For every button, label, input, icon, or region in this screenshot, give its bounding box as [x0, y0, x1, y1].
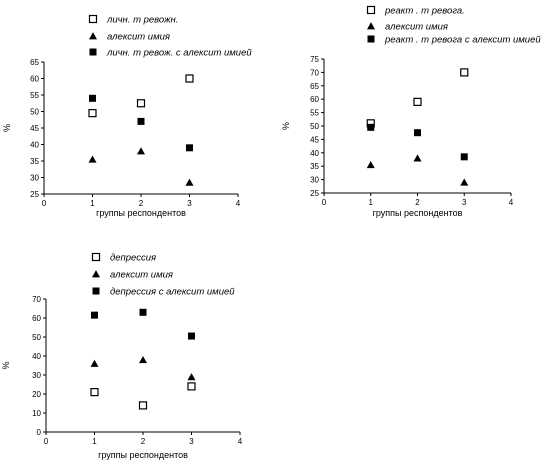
x-axis-label: группы респондентов [98, 450, 188, 460]
legend-marker [91, 252, 101, 262]
x-tick-label: 1 [369, 198, 374, 207]
y-tick-label: 40 [32, 352, 41, 361]
data-point [139, 308, 147, 316]
data-point [186, 144, 193, 152]
legend-marker [89, 48, 97, 56]
data-point [366, 161, 375, 169]
legend-label: личн. т ревожн. [106, 15, 178, 26]
legend-label: алексит имия [385, 22, 448, 33]
x-tick-label: 0 [44, 437, 49, 446]
y-tick-label: 30 [30, 174, 39, 183]
legend-marker [92, 287, 100, 295]
x-tick-label: 2 [415, 198, 420, 207]
x-axis-label: группы респондентов [96, 208, 186, 218]
data-point [137, 147, 145, 155]
x-tick-label: 2 [141, 437, 146, 446]
data-point [185, 74, 194, 83]
x-tick-label: 2 [139, 199, 144, 208]
y-tick-label: 0 [37, 428, 42, 437]
x-tick-label: 0 [322, 198, 327, 207]
data-point [137, 117, 145, 125]
chart-1: 25 30 35 40 45 50 55 60 65 0 1 2 3 4 группы респондент… [2, 15, 252, 219]
y-tick-label: 30 [32, 371, 41, 380]
data-point [185, 178, 194, 186]
y-axis-label: % [1, 361, 11, 369]
legend-label: алексит имия [107, 32, 170, 43]
data-point [460, 68, 469, 77]
data-point [414, 129, 421, 137]
x-tick-label: 1 [90, 199, 95, 208]
data-point [367, 123, 375, 131]
chart-3: 0 10 20 30 40 50 60 70 0 1 2 3 4 группы респондентов%… [1, 253, 243, 461]
legend-label: реакт . т ревога. [384, 6, 465, 17]
y-tick-label: 65 [30, 58, 39, 67]
data-point [88, 109, 97, 118]
y-tick-label: 25 [30, 190, 39, 199]
y-tick-label: 40 [310, 149, 319, 158]
data-point [460, 153, 468, 161]
y-tick-label: 50 [310, 122, 319, 131]
x-tick-label: 3 [189, 437, 194, 446]
legend-label: депрессия [110, 253, 156, 264]
y-tick-label: 50 [32, 333, 41, 342]
legend-marker [366, 5, 376, 15]
y-tick-label: 30 [310, 176, 319, 185]
data-point [188, 332, 195, 340]
y-tick-label: 35 [30, 157, 39, 166]
legend-label: депрессия с алексит имией [110, 287, 235, 298]
data-point [139, 355, 147, 364]
y-axis-label: % [281, 122, 291, 130]
data-point [90, 359, 99, 367]
x-tick-label: 3 [462, 198, 467, 207]
data-point [89, 94, 96, 102]
legend-marker [89, 32, 97, 40]
x-axis-label: группы респондентов [373, 208, 463, 218]
y-tick-label: 75 [310, 55, 319, 64]
y-tick-label: 70 [310, 68, 319, 77]
y-tick-label: 60 [30, 75, 39, 84]
legend-marker [367, 22, 375, 30]
chart-2: 25 30 35 40 45 50 55 60 65 70 75 0 1 2 3 4 группы респон… [281, 6, 541, 219]
y-tick-label: 60 [310, 95, 319, 104]
x-tick-label: 3 [187, 199, 192, 208]
y-tick-label: 60 [32, 314, 41, 323]
data-point [90, 388, 99, 397]
y-tick-label: 25 [310, 189, 319, 198]
data-point [460, 178, 469, 186]
legend-marker [367, 35, 375, 43]
y-axis-label: % [2, 124, 12, 132]
data-point [413, 154, 422, 162]
y-tick-label: 70 [32, 295, 41, 304]
x-tick-label: 4 [509, 198, 514, 207]
y-tick-label: 45 [310, 135, 319, 144]
x-tick-label: 4 [236, 199, 241, 208]
x-tick-label: 0 [42, 199, 47, 208]
legend-label: личн. т ревож. с алексит имией [106, 48, 252, 59]
y-tick-label: 40 [30, 141, 39, 150]
y-tick-label: 20 [32, 390, 41, 399]
data-point [91, 311, 98, 319]
data-point [88, 155, 97, 163]
data-point [136, 99, 146, 108]
y-tick-label: 10 [32, 409, 41, 418]
y-tick-label: 55 [310, 109, 319, 118]
data-point [413, 97, 422, 106]
x-tick-label: 1 [92, 437, 97, 446]
legend-label: алексит имия [110, 270, 173, 281]
legend-marker [88, 14, 98, 24]
data-point [138, 401, 148, 410]
y-tick-label: 55 [30, 91, 39, 100]
y-tick-label: 35 [310, 162, 319, 171]
legend-marker [92, 270, 100, 278]
data-point [187, 373, 196, 381]
x-tick-label: 4 [238, 437, 243, 446]
y-tick-label: 50 [30, 108, 39, 117]
y-tick-label: 65 [310, 82, 319, 91]
legend-label: реакт . т ревога с алексит имией [384, 35, 541, 46]
data-point [187, 382, 196, 391]
y-tick-label: 45 [30, 124, 39, 133]
